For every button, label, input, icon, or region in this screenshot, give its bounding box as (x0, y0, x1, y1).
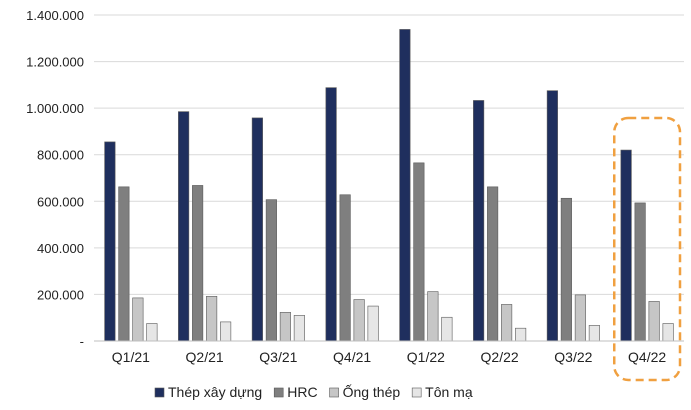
legend-swatch (273, 387, 284, 398)
bar (634, 202, 646, 342)
legend-label: Tôn mạ (425, 384, 473, 400)
bar (574, 294, 586, 342)
bar (546, 90, 558, 342)
legend-label: Ống thép (343, 383, 401, 400)
y-tick-label: 400.000 (37, 241, 84, 256)
y-tick-label: 1.400.000 (26, 8, 84, 23)
bar (560, 197, 572, 342)
bar (104, 141, 116, 342)
bar (588, 325, 600, 342)
bar (367, 305, 379, 342)
x-tick-label: Q4/22 (628, 349, 666, 365)
bar (192, 185, 204, 342)
bars (104, 29, 674, 342)
bar (178, 111, 190, 342)
highlight-box-q4-22 (613, 116, 682, 382)
bar (487, 186, 499, 342)
y-tick-label: 600.000 (37, 194, 84, 209)
x-axis: Q1/21 Q2/21 Q3/21 Q4/21 Q1/22 Q2/22 Q3/22 Q4/22 (112, 349, 667, 365)
bar (399, 29, 411, 342)
bar (353, 299, 365, 342)
y-tick-label: 200.000 (37, 287, 84, 302)
bar (441, 316, 453, 342)
x-tick-label: Q2/22 (481, 349, 519, 365)
x-tick-label: Q3/22 (554, 349, 592, 365)
y-tick-label: - (80, 334, 84, 349)
x-tick-label: Q2/21 (186, 349, 224, 365)
bar (339, 194, 351, 342)
bar (132, 297, 144, 342)
bar (146, 323, 158, 342)
y-tick-label: 1.200.000 (26, 55, 84, 70)
bar (662, 323, 674, 342)
bar (206, 295, 218, 342)
bar (118, 186, 130, 342)
y-tick-label: 800.000 (37, 148, 84, 163)
bar (279, 312, 291, 342)
bar (251, 117, 263, 342)
y-tick-label: 1.000.000 (26, 101, 84, 116)
legend: Thép xây dựng HRC Ống thép Tôn mạ (154, 383, 473, 400)
bar (293, 315, 305, 342)
bar (325, 87, 337, 342)
x-tick-label: Q3/21 (259, 349, 297, 365)
bar (515, 327, 527, 342)
bar (265, 199, 277, 342)
bar (501, 304, 513, 342)
legend-label: Thép xây dựng (168, 384, 262, 400)
bar (620, 149, 632, 342)
bar (220, 321, 232, 342)
legend-swatch (411, 387, 422, 398)
bar (648, 301, 660, 342)
legend-label: HRC (287, 384, 317, 400)
x-tick-label: Q1/22 (407, 349, 445, 365)
legend-swatch (329, 387, 339, 398)
legend-swatch (154, 387, 165, 398)
x-tick-label: Q1/21 (112, 349, 150, 365)
bar (473, 100, 485, 342)
bar (427, 291, 439, 342)
y-axis: - 200.000 400.000 600.000 800.000 1.000.000 1.… (26, 8, 84, 349)
x-tick-label: Q4/21 (333, 349, 371, 365)
bar (413, 162, 425, 342)
